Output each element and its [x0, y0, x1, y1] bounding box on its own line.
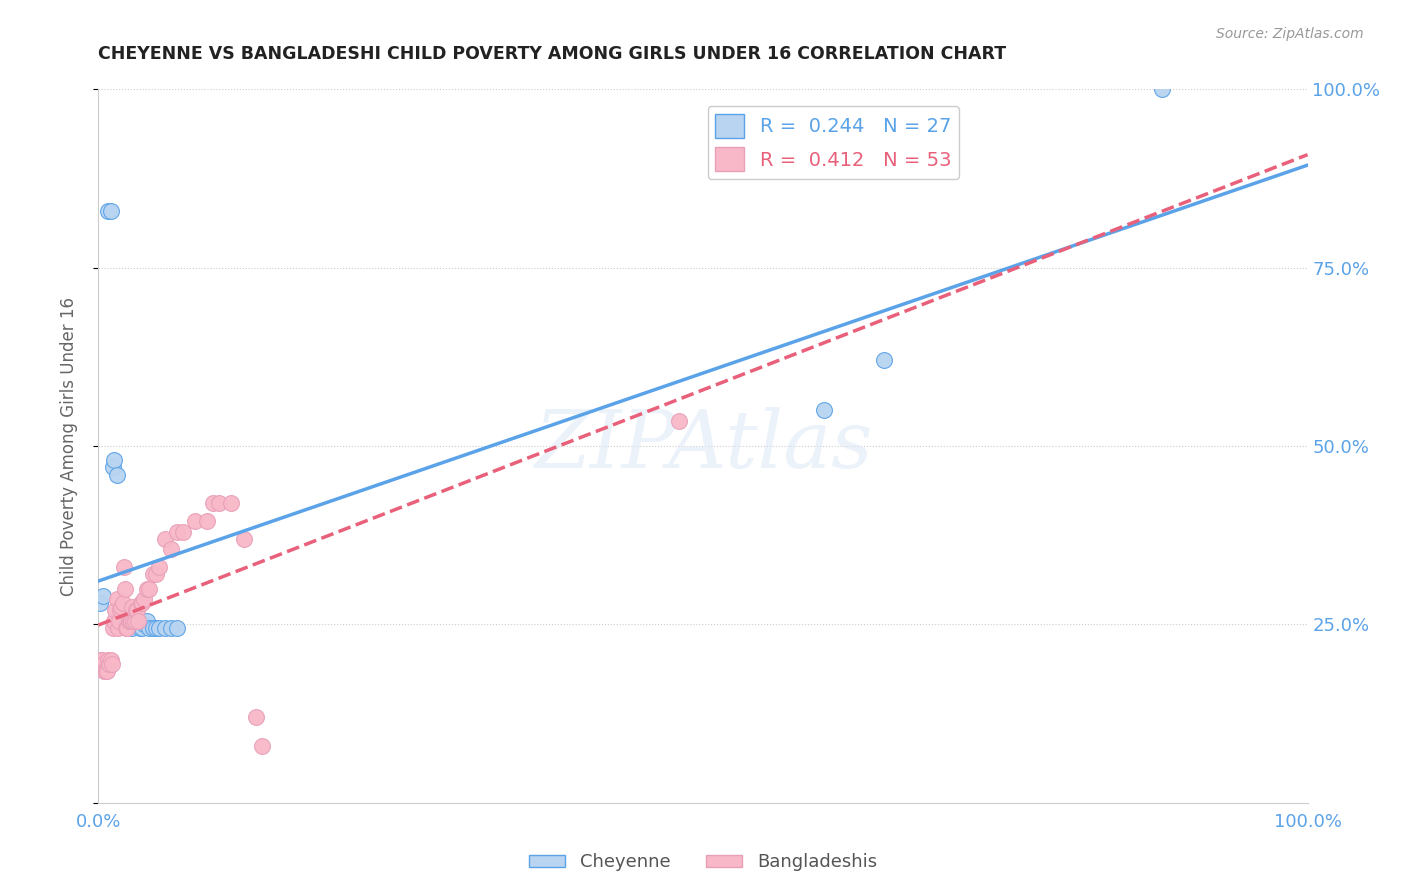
Point: [100, 653, 122, 667]
Point: [134, 617, 156, 632]
Point: [98, 657, 121, 671]
Point: [108, 603, 131, 617]
Point: [105, 467, 128, 482]
Point: [127, 614, 149, 628]
Y-axis label: Child Poverty Among Girls Under 16: Child Poverty Among Girls Under 16: [59, 296, 77, 596]
Point: [89, 596, 111, 610]
Point: [97, 203, 120, 218]
Point: [134, 592, 156, 607]
Point: [107, 621, 129, 635]
Text: Source: ZipAtlas.com: Source: ZipAtlas.com: [1216, 27, 1364, 41]
Point: [118, 614, 141, 628]
Point: [184, 514, 207, 528]
Point: [131, 621, 153, 635]
Point: [118, 614, 141, 628]
Point: [91, 589, 114, 603]
Point: [873, 353, 896, 368]
Legend: R =  0.244   N = 27, R =  0.412   N = 53: R = 0.244 N = 27, R = 0.412 N = 53: [707, 106, 959, 178]
Point: [668, 414, 690, 428]
Point: [135, 614, 157, 628]
Point: [160, 621, 183, 635]
Point: [101, 460, 124, 475]
Point: [121, 621, 143, 635]
Point: [250, 739, 273, 753]
Point: [114, 610, 136, 624]
Point: [135, 582, 157, 596]
Point: [813, 403, 835, 417]
Point: [91, 653, 114, 667]
Point: [103, 614, 125, 628]
Point: [112, 560, 135, 574]
Point: [148, 621, 170, 635]
Point: [160, 542, 183, 557]
Point: [172, 524, 194, 539]
Point: [232, 532, 254, 546]
Point: [127, 603, 149, 617]
Point: [145, 567, 167, 582]
Point: [93, 664, 115, 678]
Point: [111, 596, 134, 610]
Point: [108, 614, 131, 628]
Point: [118, 614, 141, 628]
Point: [122, 614, 145, 628]
Text: CHEYENNE VS BANGLADESHI CHILD POVERTY AMONG GIRLS UNDER 16 CORRELATION CHART: CHEYENNE VS BANGLADESHI CHILD POVERTY AM…: [98, 45, 1007, 62]
Point: [127, 614, 149, 628]
Point: [128, 621, 150, 635]
Point: [100, 203, 122, 218]
Legend: Cheyenne, Bangladeshis: Cheyenne, Bangladeshis: [522, 847, 884, 879]
Point: [142, 567, 165, 582]
Point: [114, 582, 136, 596]
Point: [166, 621, 188, 635]
Point: [104, 603, 127, 617]
Point: [138, 621, 160, 635]
Point: [115, 621, 138, 635]
Point: [90, 653, 112, 667]
Point: [1152, 82, 1174, 96]
Point: [124, 614, 146, 628]
Point: [97, 653, 120, 667]
Point: [208, 496, 231, 510]
Point: [120, 614, 142, 628]
Point: [110, 599, 132, 614]
Point: [221, 496, 243, 510]
Point: [100, 657, 122, 671]
Point: [131, 596, 153, 610]
Point: [142, 621, 165, 635]
Point: [166, 524, 188, 539]
Point: [145, 621, 167, 635]
Point: [121, 599, 143, 614]
Point: [153, 532, 176, 546]
Point: [103, 453, 125, 467]
Point: [124, 614, 146, 628]
Point: [202, 496, 225, 510]
Point: [105, 592, 128, 607]
Point: [96, 664, 118, 678]
Point: [94, 664, 117, 678]
Point: [101, 621, 124, 635]
Point: [129, 596, 152, 610]
Point: [195, 514, 218, 528]
Point: [153, 621, 176, 635]
Text: ZIPAtlas: ZIPAtlas: [534, 408, 872, 484]
Point: [125, 603, 148, 617]
Point: [111, 603, 134, 617]
Point: [91, 657, 114, 671]
Point: [138, 582, 160, 596]
Point: [245, 710, 267, 724]
Point: [148, 560, 170, 574]
Point: [117, 621, 139, 635]
